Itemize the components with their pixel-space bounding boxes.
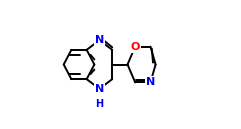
Text: N: N <box>146 77 155 87</box>
Text: N: N <box>95 84 104 94</box>
Text: N: N <box>95 35 104 45</box>
Text: O: O <box>130 42 140 52</box>
Text: H: H <box>95 99 103 109</box>
